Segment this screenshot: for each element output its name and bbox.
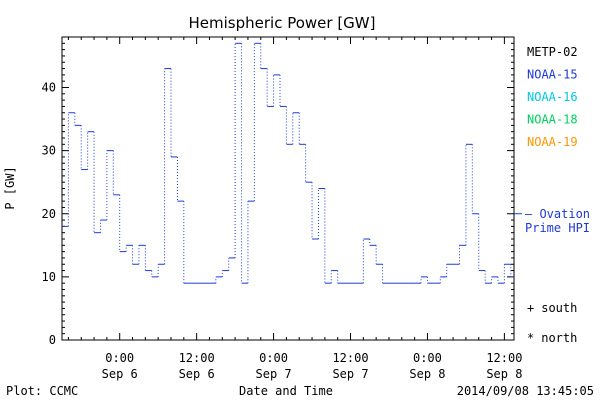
ovation-label: — Ovation xyxy=(525,207,590,221)
marker-symbol: * xyxy=(527,331,534,345)
x-tick-label-time: 12:00 xyxy=(179,351,215,365)
x-tick-label-date: Sep 6 xyxy=(102,367,138,381)
x-axis-label: Date and Time xyxy=(239,384,333,398)
ovation-label-line2: Prime HPI xyxy=(525,221,590,235)
marker-legend-entry: * north xyxy=(527,331,577,345)
legend-entry: NOAA-18 xyxy=(527,113,578,127)
x-tick-label-date: Sep 7 xyxy=(332,367,368,381)
x-tick-label-time: 12:00 xyxy=(332,351,368,365)
legend-entry: NOAA-16 xyxy=(527,90,578,104)
y-tick-label: 30 xyxy=(42,144,56,158)
y-tick-label: 20 xyxy=(42,207,56,221)
marker-label: south xyxy=(541,301,577,315)
y-tick-label: 10 xyxy=(42,270,56,284)
marker-symbol: + xyxy=(527,301,534,315)
y-tick-label: 40 xyxy=(42,81,56,95)
footer-timestamp: 2014/09/08 13:45:05 xyxy=(457,384,594,398)
chart-title: Hemispheric Power [GW] xyxy=(189,14,376,32)
footer-plot-credit: Plot: CCMC xyxy=(6,384,78,398)
plot-frame xyxy=(61,36,515,341)
legend-entry: NOAA-19 xyxy=(527,135,578,149)
x-tick-label-time: 12:00 xyxy=(486,351,522,365)
marker-label: north xyxy=(541,331,577,345)
x-tick-label-date: Sep 6 xyxy=(179,367,215,381)
y-axis-label: P [GW] xyxy=(3,166,17,209)
y-tick-label: 0 xyxy=(49,333,56,347)
x-tick-label-date: Sep 7 xyxy=(256,367,292,381)
x-tick-label-time: 0:00 xyxy=(105,351,134,365)
x-tick-label-time: 0:00 xyxy=(413,351,442,365)
legend-entry: METP-02 xyxy=(527,45,578,59)
legend-entry: NOAA-15 xyxy=(527,68,578,82)
x-tick-label-date: Sep 8 xyxy=(486,367,522,381)
marker-legend-entry: + south xyxy=(527,301,577,315)
x-tick-label-time: 0:00 xyxy=(259,351,288,365)
x-tick-label-date: Sep 8 xyxy=(409,367,445,381)
